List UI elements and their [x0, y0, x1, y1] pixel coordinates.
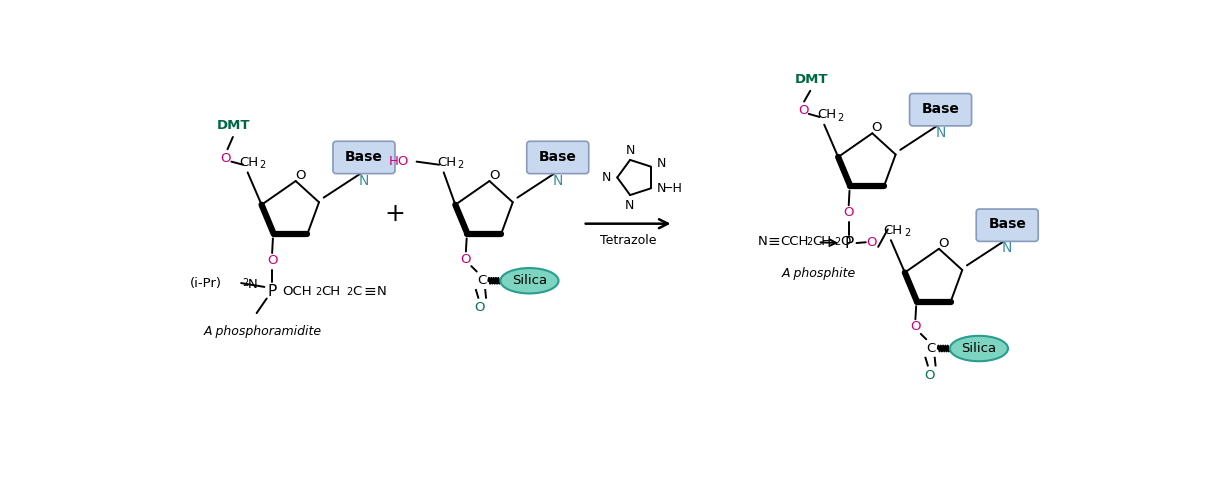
Text: (i-Pr): (i-Pr)	[189, 277, 222, 290]
FancyBboxPatch shape	[910, 94, 972, 126]
Text: CH: CH	[812, 235, 832, 248]
Text: 2: 2	[457, 161, 463, 171]
Text: O: O	[799, 104, 808, 117]
Text: N: N	[625, 144, 635, 157]
Text: Base: Base	[538, 150, 576, 163]
Text: N: N	[248, 278, 258, 291]
Text: +: +	[383, 202, 405, 226]
Text: OCH: OCH	[282, 285, 311, 298]
Text: N: N	[657, 182, 667, 195]
Text: CH: CH	[437, 156, 457, 169]
Text: ≡: ≡	[364, 284, 376, 299]
Text: O: O	[221, 152, 231, 165]
Text: O: O	[844, 206, 853, 219]
Text: A phosphoramidite: A phosphoramidite	[204, 325, 322, 338]
Text: 2: 2	[806, 237, 812, 247]
Text: 2: 2	[838, 113, 844, 123]
Text: 2: 2	[834, 237, 840, 247]
Text: Silica: Silica	[961, 342, 996, 355]
Text: N: N	[625, 199, 634, 212]
Text: N: N	[602, 171, 610, 184]
Text: CH: CH	[884, 224, 902, 237]
Text: N: N	[359, 174, 369, 187]
Text: DMT: DMT	[217, 119, 250, 132]
Text: 2: 2	[904, 228, 911, 238]
Text: P: P	[267, 284, 277, 299]
Text: O: O	[939, 237, 949, 250]
Text: O: O	[872, 121, 883, 134]
Text: Base: Base	[922, 102, 960, 116]
Ellipse shape	[501, 268, 558, 293]
Text: Silica: Silica	[512, 274, 547, 287]
Text: 2: 2	[259, 161, 265, 171]
FancyBboxPatch shape	[526, 141, 589, 174]
Text: 2: 2	[315, 287, 321, 297]
Text: 2: 2	[243, 279, 249, 288]
Text: N: N	[935, 126, 946, 140]
Text: O: O	[840, 235, 851, 248]
Text: N: N	[377, 285, 387, 298]
Text: O: O	[488, 169, 499, 182]
Text: C: C	[927, 342, 935, 355]
Text: O: O	[295, 169, 305, 182]
Text: O: O	[267, 254, 277, 267]
Text: 2: 2	[346, 287, 352, 297]
Text: ≡: ≡	[767, 234, 780, 249]
Text: O: O	[910, 320, 921, 334]
Text: A phosphite: A phosphite	[783, 267, 856, 280]
Text: Tetrazole: Tetrazole	[600, 234, 657, 247]
Text: Base: Base	[988, 217, 1026, 231]
Text: CH: CH	[817, 108, 836, 121]
FancyBboxPatch shape	[977, 209, 1038, 241]
Text: O: O	[475, 301, 485, 314]
Text: N: N	[657, 157, 667, 170]
Text: HO: HO	[388, 155, 409, 168]
Text: N: N	[757, 235, 767, 248]
Text: CCH: CCH	[780, 235, 808, 248]
Text: O: O	[867, 236, 877, 249]
Text: −H: −H	[663, 182, 683, 195]
Text: N: N	[1002, 241, 1012, 255]
Text: P: P	[844, 236, 853, 251]
Ellipse shape	[950, 336, 1009, 361]
Text: C: C	[352, 285, 361, 298]
Text: CH: CH	[239, 156, 259, 169]
Text: DMT: DMT	[795, 73, 828, 86]
Text: O: O	[924, 369, 934, 382]
Text: CH: CH	[321, 285, 341, 298]
Text: N: N	[553, 174, 563, 187]
FancyBboxPatch shape	[333, 141, 394, 174]
Text: Base: Base	[346, 150, 383, 163]
Text: C: C	[476, 274, 486, 287]
Text: O: O	[460, 253, 471, 266]
